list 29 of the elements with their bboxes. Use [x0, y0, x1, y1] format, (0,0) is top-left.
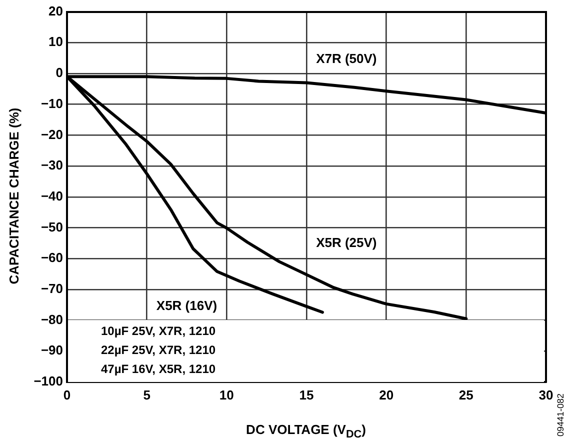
y-tick-label: −30 — [40, 158, 63, 173]
text: X5R (25V) — [316, 234, 377, 250]
y-tick-label: −60 — [40, 250, 63, 266]
y-tick-label: −20 — [40, 126, 63, 142]
x-tick-label: 30 — [538, 387, 554, 402]
y-tick-label: −50 — [40, 219, 63, 234]
annotation: 47µF 16V, X5R, 1210 — [101, 361, 217, 378]
y-tick-label: −90 — [40, 342, 63, 358]
y-axis-title: CAPACITANCE CHARGE (%) — [6, 108, 22, 284]
y-tick-label: −80 — [40, 312, 63, 327]
y-tick-label: −100 — [34, 374, 63, 389]
x-tick-label: 15 — [299, 387, 314, 402]
x-tick-label: 5 — [143, 387, 150, 402]
x-tick-label: 10 — [219, 387, 234, 402]
y-tick-label: −10 — [40, 96, 63, 111]
y-tick-label: 20 — [48, 3, 63, 18]
series-label: X7R (50V) — [316, 51, 377, 66]
x-axis-title: DC VOLTAGE (V$_{DC}$) — [246, 422, 366, 441]
annotation: 10µF 25V, X7R, 1210 — [101, 323, 217, 340]
y-tick-label: −70 — [40, 281, 63, 296]
y-tick-label: 10 — [48, 34, 63, 50]
series-label: X5R (16V) — [156, 298, 218, 313]
x-tick-label: 25 — [458, 387, 474, 402]
x-tick-label: 20 — [379, 387, 394, 402]
y-tick-label: −40 — [40, 188, 63, 204]
text: 09441-082 — [555, 393, 566, 437]
annotation: 22µF 25V, X7R, 1210 — [101, 342, 217, 359]
text-box: 10µF 25V, X7R, 1210 22µF 25V, X7R, 1210 47µF 16V, X5R, 1210 — [68, 320, 544, 382]
y-tick-label: 0 — [56, 65, 63, 80]
